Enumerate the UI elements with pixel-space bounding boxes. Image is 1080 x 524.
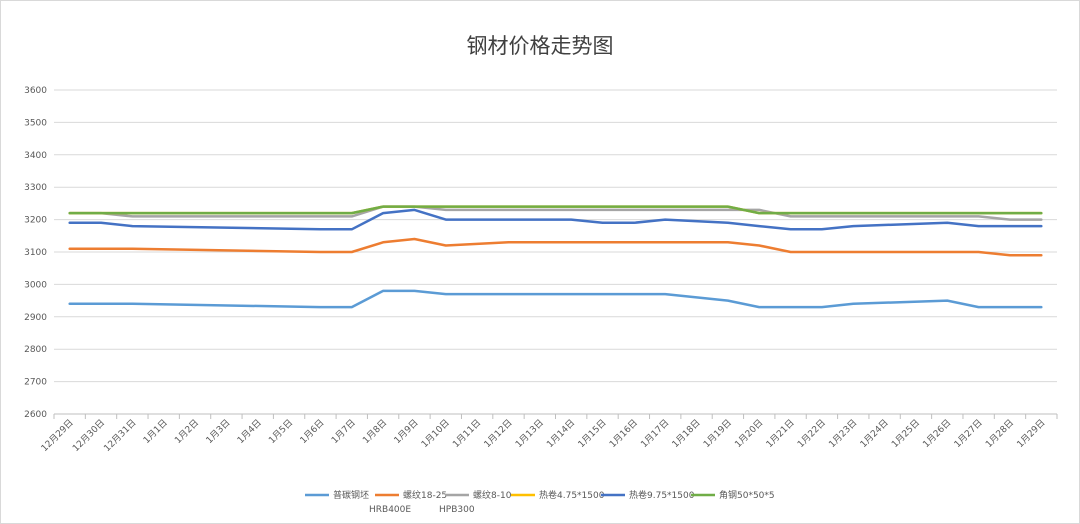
chart-title: 钢材价格走势图 <box>466 34 614 58</box>
y-tick-label: 2900 <box>24 313 47 323</box>
x-tick-label: 1月25日 <box>889 417 922 450</box>
y-tick-label: 2700 <box>24 378 47 388</box>
y-tick-label: 3500 <box>24 118 47 128</box>
x-tick-label: 12月30日 <box>70 417 107 454</box>
x-tick-label: 12月29日 <box>39 417 76 454</box>
x-tick-label: 1月4日 <box>235 417 264 446</box>
x-tick-label: 1月7日 <box>329 417 358 446</box>
x-tick-label: 1月8日 <box>361 417 390 446</box>
x-tick-label: 1月27日 <box>952 417 985 450</box>
x-tick-label: 1月22日 <box>795 417 828 450</box>
y-tick-label: 3600 <box>24 86 47 96</box>
y-tick-label: 3300 <box>24 183 47 193</box>
legend-label: 角钢50*50*5 <box>719 489 775 501</box>
x-tick-label: 1月12日 <box>482 417 515 450</box>
x-tick-label: 1月20日 <box>733 417 766 450</box>
series-line-5 <box>68 208 1043 231</box>
x-tick-label: 1月16日 <box>607 417 640 450</box>
y-tick-label: 3200 <box>24 216 47 226</box>
x-tick-label: 1月10日 <box>419 417 452 450</box>
x-tick-label: 1月29日 <box>1015 417 1048 450</box>
x-tick-label: 12月31日 <box>102 417 139 454</box>
x-tick-label: 1月6日 <box>298 417 327 446</box>
x-tick-label: 1月3日 <box>204 417 233 446</box>
y-tick-label: 3000 <box>24 280 47 290</box>
legend-label: 螺纹8-10 <box>473 489 512 501</box>
x-tick-label: 1月5日 <box>267 417 296 446</box>
x-tick-label: 1月18日 <box>670 417 703 450</box>
x-tick-label: 1月28日 <box>983 417 1016 450</box>
x-tick-label: 1月17日 <box>639 417 672 450</box>
x-tick-label: 1月15日 <box>576 417 609 450</box>
series-line-6 <box>68 205 1043 215</box>
y-tick-label: 3100 <box>24 248 47 258</box>
y-tick-label: 2800 <box>24 345 47 355</box>
x-tick-label: 1月13日 <box>513 417 546 450</box>
x-tick-label: 1月1日 <box>141 417 170 446</box>
x-tick-label: 1月14日 <box>545 417 578 450</box>
legend-label: 热卷9.75*1500 <box>629 489 695 501</box>
legend-label: 热卷4.75*1500 <box>539 489 605 501</box>
legend-label-line2: HRB400E <box>369 505 411 515</box>
x-tick-label: 1月19日 <box>701 417 734 450</box>
x-tick-label: 1月26日 <box>921 417 954 450</box>
y-tick-label: 2600 <box>24 410 47 420</box>
legend-label-line2: HPB300 <box>439 505 475 515</box>
x-tick-label: 1月23日 <box>827 417 860 450</box>
legend-label: 螺纹18-25 <box>403 489 447 501</box>
series-line-2 <box>68 237 1043 257</box>
x-tick-label: 1月9日 <box>392 417 421 446</box>
x-tick-label: 1月11日 <box>451 417 484 450</box>
series-line-3 <box>68 205 1043 221</box>
x-tick-label: 1月24日 <box>858 417 891 450</box>
x-tick-label: 1月21日 <box>764 417 797 450</box>
series-line-1 <box>68 289 1043 309</box>
y-tick-label: 3400 <box>24 151 47 161</box>
x-tick-label: 1月2日 <box>173 417 202 446</box>
legend-label: 普碳钢坯 <box>333 489 369 501</box>
